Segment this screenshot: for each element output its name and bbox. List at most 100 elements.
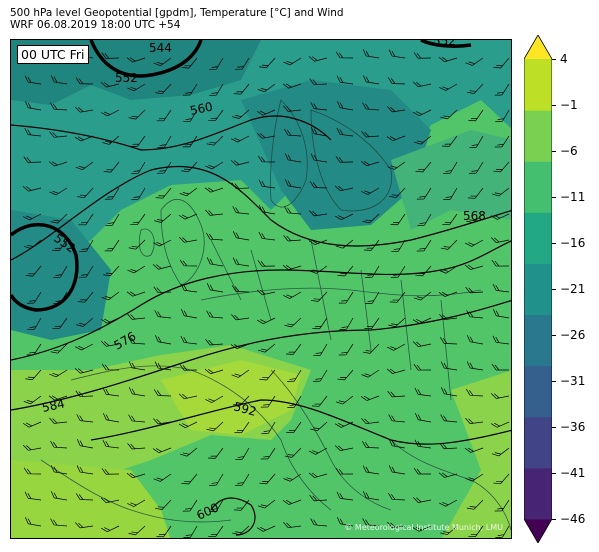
wind-barb <box>390 213 406 226</box>
wind-barb <box>362 491 380 501</box>
wind-barb <box>439 83 458 91</box>
wind-barb <box>78 265 94 278</box>
wind-barb <box>310 421 328 432</box>
wind-barb <box>438 56 458 63</box>
wind-barb <box>100 525 120 532</box>
wind-barb <box>413 363 432 371</box>
wind-barb <box>53 265 68 278</box>
wind-barb <box>76 317 94 327</box>
low-pressure-contours <box>11 40 472 312</box>
wind-barb <box>127 499 146 507</box>
colorbar-segment <box>524 365 552 418</box>
wind-barb <box>309 181 328 189</box>
wind-barb <box>389 291 406 303</box>
colorbar-tick-mark <box>552 473 556 474</box>
wind-barb <box>205 395 224 403</box>
contour-592 <box>90 399 511 445</box>
wind-barb <box>74 135 94 142</box>
wind-barb <box>492 335 510 345</box>
wind-barb <box>205 339 224 346</box>
wind-barb <box>128 239 146 250</box>
wind-barb <box>153 286 172 293</box>
wind-barb <box>260 447 276 460</box>
wind-barb <box>310 291 328 302</box>
wind-barb <box>362 75 380 85</box>
colorbar-tick-label: −16 <box>560 236 586 250</box>
wind-barb <box>257 343 276 353</box>
wind-barb <box>365 291 380 304</box>
wind-barb <box>78 213 94 226</box>
wind-barb <box>101 291 120 301</box>
wind-barb <box>155 83 172 95</box>
wind-barb <box>439 265 458 274</box>
wind-barb <box>22 186 42 192</box>
wind-barb <box>469 161 484 174</box>
contour-584 <box>11 299 511 411</box>
wind-barb <box>334 445 354 451</box>
wind-barb <box>26 343 42 356</box>
wind-barb <box>256 289 276 296</box>
wind-barb <box>101 52 120 59</box>
wind-barb <box>467 187 484 199</box>
wind-barb <box>178 421 198 428</box>
wind-barb <box>206 283 224 293</box>
wind-barb <box>50 465 68 475</box>
wind-barb <box>154 499 172 510</box>
wind-barb <box>284 447 302 458</box>
wind-barb <box>416 187 432 200</box>
wind-barb <box>79 239 94 253</box>
colorbar-tick-label: −1 <box>560 98 578 112</box>
title-line-1: 500 hPa level Geopotential [gpdm], Tempe… <box>10 7 344 19</box>
wind-barb <box>182 83 198 96</box>
wind-barb <box>336 75 354 85</box>
colorbar-extend-low <box>524 519 552 543</box>
colorbar-tick-mark <box>552 519 556 520</box>
wind-barb <box>391 265 406 278</box>
wind-barb <box>283 522 302 529</box>
wind-barb <box>413 52 432 59</box>
wind-barb <box>495 525 510 538</box>
wind-barb <box>178 393 198 400</box>
wind-barb <box>388 465 406 475</box>
wind-barb <box>260 395 276 408</box>
wind-barb <box>412 109 432 116</box>
valid-time-label: 00 UTC Fri <box>17 45 89 64</box>
wind-barb <box>256 132 276 139</box>
wind-barb <box>153 57 172 67</box>
wind-barb <box>53 291 68 304</box>
wind-barb <box>335 395 354 405</box>
colorbar-extend-high <box>524 35 552 59</box>
wind-barb <box>308 56 328 62</box>
colorbar-tick-label: −6 <box>560 144 578 158</box>
wind-barb <box>204 187 224 193</box>
wind-barb <box>128 336 146 345</box>
wind-barb <box>491 259 510 267</box>
wind-barb <box>52 317 68 329</box>
wind-barb <box>22 421 42 428</box>
wind-barb <box>154 310 172 319</box>
wind-barb <box>154 335 172 345</box>
wind-barb <box>127 83 146 92</box>
wind-barb <box>283 235 302 242</box>
wind-barb <box>439 442 458 450</box>
title-line-2: WRF 06.08.2019 18:00 UTC +54 <box>10 19 181 31</box>
wind-barb <box>466 213 484 224</box>
wind-barb <box>490 237 510 243</box>
wind-barb <box>257 83 276 93</box>
wind-barb <box>179 447 198 457</box>
wind-barb <box>234 57 250 70</box>
wind-barb <box>27 317 42 331</box>
wind-barb <box>360 395 380 401</box>
wind-barb <box>465 286 484 294</box>
wind-barb <box>438 291 458 297</box>
wind-barb <box>206 135 224 146</box>
wind-barb <box>334 421 354 428</box>
wind-barb <box>49 187 68 196</box>
wind-barb <box>439 314 458 321</box>
wind-barb <box>131 161 146 174</box>
wind-barb <box>416 239 432 252</box>
wind-barb <box>154 213 172 223</box>
wind-barb <box>282 264 302 271</box>
wind-barb <box>76 439 94 449</box>
wind-barb <box>365 265 380 278</box>
